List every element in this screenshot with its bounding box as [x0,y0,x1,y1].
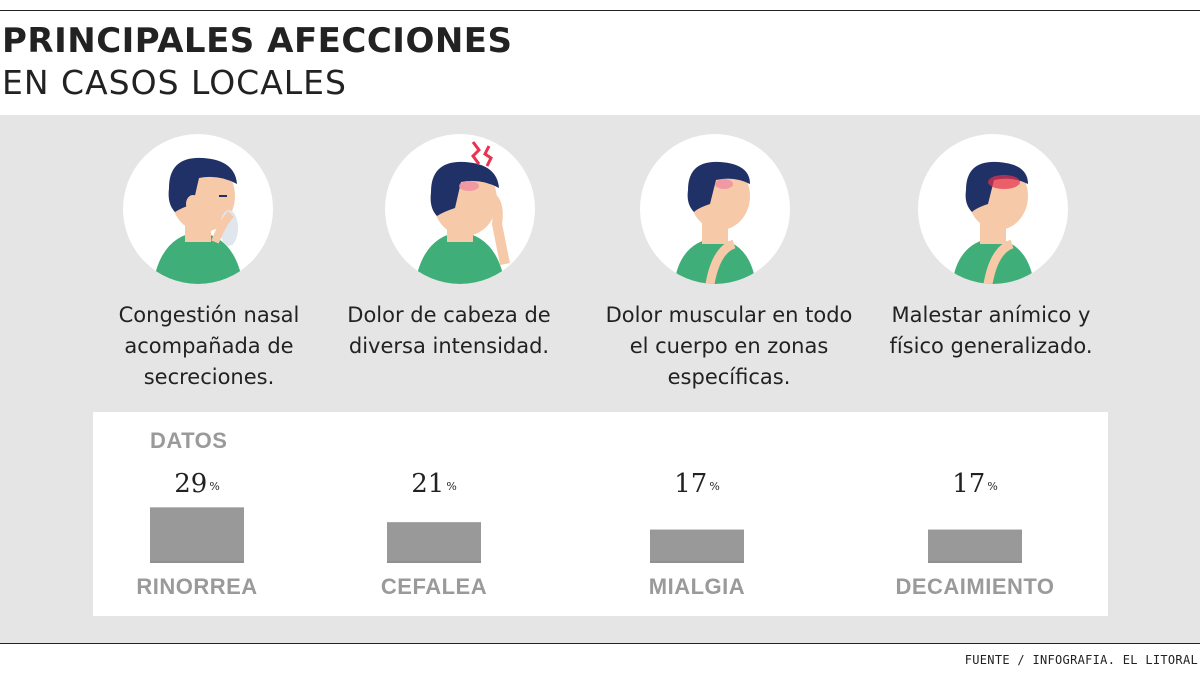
value-label-decaimiento: 17% [952,469,998,499]
headache-icon [385,134,535,284]
data-panel [93,412,1108,616]
source-note: FUENTE / INFOGRAFIA. EL LITORAL [964,653,1198,667]
malaise-icon [918,134,1068,284]
description-mialgia: Dolor muscular en todo el cuerpo en zona… [605,303,853,389]
bottom-rule [0,643,1200,644]
category-label-mialgia: MIALGIA [649,574,745,599]
category-label-decaimiento: DECAIMIENTO [895,574,1054,599]
chart-title: PRINCIPALES AFECCIONES [2,21,513,61]
value-label-mialgia: 17% [674,469,720,499]
bar-cefalea [387,522,481,561]
bar-mialgia [650,529,744,561]
top-rule [0,10,1200,11]
muscle-pain-icon [640,134,790,284]
bar-rinorrea [150,507,244,561]
chart-subtitle: EN CASOS LOCALES [2,63,347,102]
runny-nose-icon [123,134,273,284]
description-cefalea: Dolor de cabeza de diversa intensidad. [347,303,551,358]
value-label-rinorrea: 29% [174,469,220,499]
description-decaimiento: Malestar anímico y físico generalizado. [889,303,1093,358]
category-label-rinorrea: RINORREA [136,574,257,599]
value-label-cefalea: 21% [411,469,457,499]
data-label: DATOS [150,428,228,453]
description-rinorrea: Congestión nasal acompañada de secrecion… [118,303,300,389]
bar-chart: 29 % RINORREA 21 % CEFALEA 17 % MIALGIA 17 % DECAIM… [136,469,1054,599]
bar-decaimiento [928,529,1022,561]
category-label-cefalea: CEFALEA [381,574,487,599]
